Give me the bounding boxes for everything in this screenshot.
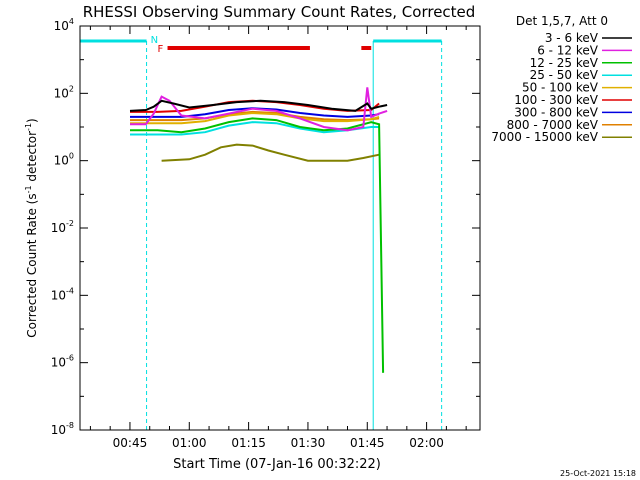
- y-tick-exponent: 4: [69, 17, 74, 26]
- y-tick-label: 10-4: [51, 286, 74, 302]
- plot-frame: [79, 25, 481, 431]
- series-line: [130, 111, 380, 125]
- y-tick-label: 10-2: [51, 219, 74, 235]
- y-tick-label: 102: [54, 84, 74, 100]
- x-axis-label: Start Time (07-Jan-16 00:32:22): [173, 457, 381, 472]
- y-tick-base: 10: [51, 423, 66, 437]
- y-tick-base: 10: [54, 86, 69, 100]
- y-tick-exponent: -8: [66, 421, 74, 430]
- x-tick-label: 01:00: [172, 436, 207, 450]
- y-axis-label-part: Corrected Count Rate (s: [25, 193, 39, 337]
- y-tick-exponent: 0: [69, 152, 74, 161]
- x-tick-label: 01:45: [350, 436, 385, 450]
- y-tick-exponent: -2: [66, 219, 74, 228]
- y-axis-label-exp: -1: [24, 123, 33, 131]
- flare-label: F: [158, 44, 164, 55]
- y-tick-base: 10: [54, 154, 69, 168]
- y-tick-base: 10: [51, 221, 66, 235]
- y-axis-label-part: ): [25, 118, 39, 123]
- y-tick-label: 10-8: [51, 421, 74, 437]
- x-tick-label: 00:45: [113, 436, 148, 450]
- legend-label: 12 - 25 keV: [530, 56, 599, 70]
- y-tick-exponent: -6: [66, 354, 74, 363]
- y-tick-label: 100: [54, 152, 74, 168]
- y-axis-label-part: detector: [25, 131, 39, 186]
- legend-label: 800 - 7000 keV: [507, 118, 599, 132]
- legend-label: 3 - 6 keV: [545, 31, 599, 45]
- series-line: [129, 99, 388, 112]
- night-label: N: [151, 35, 158, 46]
- y-tick-exponent: -4: [66, 286, 74, 295]
- series-line: [130, 117, 385, 373]
- date-stamp: 25-Oct-2021 15:18: [560, 469, 636, 478]
- plot-area: FN: [80, 35, 443, 430]
- y-axis-label: Corrected Count Rate (s-1 detector-1): [24, 118, 39, 337]
- x-tick-label: 02:00: [409, 436, 444, 450]
- legend-label: 50 - 100 keV: [522, 81, 599, 95]
- legend-label: 25 - 50 keV: [530, 68, 599, 82]
- y-tick-label: 104: [54, 17, 74, 33]
- y-tick-base: 10: [54, 19, 69, 33]
- legend-label: 7000 - 15000 keV: [491, 130, 598, 144]
- x-tick-label: 01:30: [291, 436, 326, 450]
- chart-title: RHESSI Observing Summary Count Rates, Co…: [83, 3, 476, 21]
- y-tick-label: 10-6: [51, 354, 74, 370]
- y-tick-exponent: 2: [69, 84, 74, 93]
- legend-label: 300 - 800 keV: [514, 105, 598, 119]
- y-tick-base: 10: [51, 356, 66, 370]
- series-line: [161, 143, 380, 162]
- legend-label: 100 - 300 keV: [514, 93, 598, 107]
- series-line: [130, 87, 388, 132]
- legend-label: 6 - 12 keV: [537, 43, 599, 57]
- y-axis-label-exp: -1: [24, 185, 33, 193]
- x-tick-label: 01:15: [231, 436, 266, 450]
- y-tick-base: 10: [51, 288, 66, 302]
- legend-title: Det 1,5,7, Att 0: [516, 14, 608, 28]
